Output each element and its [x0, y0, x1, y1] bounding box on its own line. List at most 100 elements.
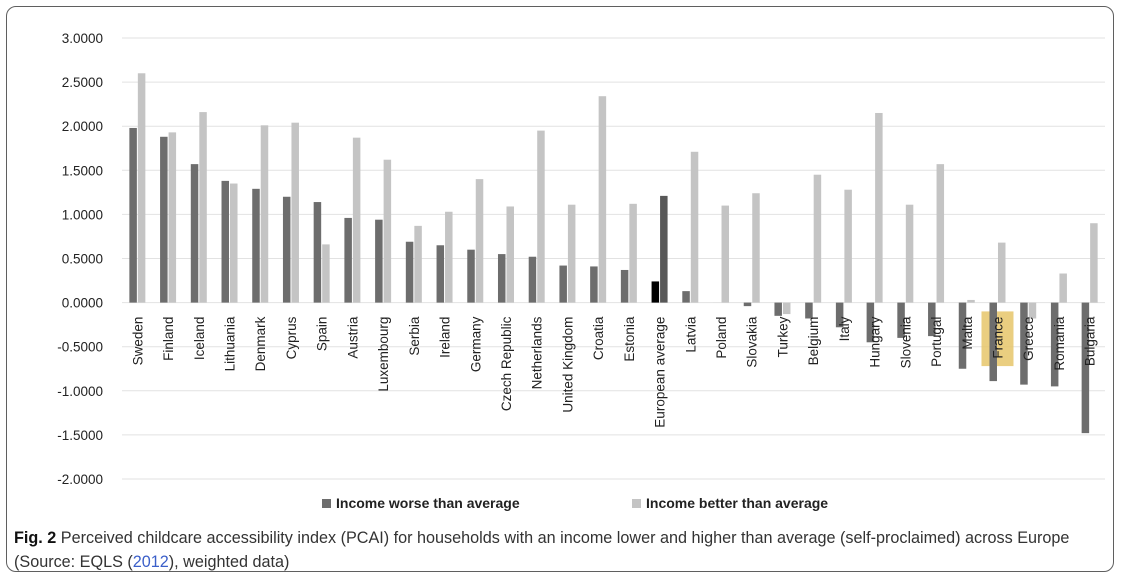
x-tick-label: Spain [315, 317, 330, 352]
x-tick-label: Ireland [438, 317, 453, 358]
bar-better [537, 130, 545, 303]
x-tick-label: Cyprus [284, 316, 299, 359]
bar-worse [805, 302, 813, 319]
y-tick-label: -1.5000 [57, 428, 103, 443]
figure-frame [6, 6, 1114, 572]
y-tick-label: 2.5000 [62, 75, 103, 90]
x-tick-label: France [990, 317, 1005, 359]
x-tick-label: Croatia [591, 316, 606, 360]
bar-better [506, 206, 514, 303]
bar-better [905, 204, 914, 303]
x-tick-label: Denmark [253, 316, 268, 371]
y-tick-label: 2.0000 [62, 119, 103, 134]
x-tick-label: Iceland [192, 317, 207, 361]
bar-better [199, 112, 207, 303]
bar-worse [160, 136, 168, 303]
bar-worse [528, 256, 537, 303]
bar-better [1028, 302, 1037, 319]
figure-caption: Fig. 2 Perceived childcare accessibility… [14, 526, 1110, 574]
x-tick-label: Slovakia [745, 316, 760, 368]
x-tick-label: Latvia [683, 316, 698, 353]
bar-worse [928, 302, 936, 337]
bar-better [414, 225, 422, 303]
x-tick-label: Hungary [868, 316, 883, 367]
x-tick-label: Greece [1021, 317, 1036, 361]
bar-worse [282, 196, 291, 303]
bar-worse [620, 269, 629, 303]
y-tick-label: 3.0000 [62, 31, 103, 46]
legend-label-worse: Income worse than average [336, 495, 520, 511]
caption-text-before: Perceived childcare accessibility index … [14, 529, 1070, 571]
bar-better [230, 183, 238, 303]
bar-better [967, 299, 975, 303]
caption-citation-link[interactable]: 2012 [132, 553, 169, 571]
bar-better [813, 174, 822, 303]
bar-worse [252, 188, 260, 303]
bar-better [1059, 273, 1067, 303]
bar-worse [590, 266, 598, 303]
caption-text-after: ), weighted data) [168, 553, 290, 571]
bar-worse [497, 254, 506, 303]
bar-worse [958, 302, 967, 369]
x-tick-label: United Kingdom [560, 317, 575, 413]
x-tick-label: Luxembourg [376, 317, 391, 392]
bar-worse [221, 180, 230, 303]
legend-label-better: Income better than average [646, 495, 828, 511]
legend-swatch-better [632, 499, 641, 508]
x-tick-label: Turkey [775, 316, 790, 357]
x-tick-label: Poland [714, 317, 729, 359]
bar-better [844, 189, 852, 303]
bar-worse [129, 127, 137, 303]
bar-better [936, 164, 945, 303]
x-tick-label: Belgium [806, 317, 821, 366]
bar-chart: 3.0000 2.5000 2.0000 1.5000 1.0000 0.5000 0.00… [57, 31, 1105, 511]
y-tick-label: -2.0000 [57, 472, 103, 487]
x-tick-label: Malta [960, 316, 975, 350]
x-tick-label: European average [653, 317, 668, 428]
x-tick-label: Czech Republic [499, 316, 514, 411]
bar-worse [866, 302, 875, 343]
bar-worse [989, 302, 997, 382]
bar-better [291, 122, 299, 303]
y-tick-label: 0.5000 [62, 252, 103, 267]
bar-worse [313, 202, 322, 303]
bar-better [721, 205, 730, 303]
x-tick-label: Bulgaria [1083, 316, 1098, 366]
bar-better [1090, 223, 1098, 303]
x-tick-label: Austria [345, 316, 360, 359]
x-tick-label: Netherlands [530, 316, 545, 389]
bar-worse [190, 164, 199, 303]
bar-better [137, 73, 146, 303]
bar-worse [436, 245, 445, 303]
bar-better [997, 242, 1006, 303]
y-tick-label: 1.0000 [62, 207, 103, 222]
bar-worse [375, 219, 383, 303]
bar-better [660, 195, 668, 303]
y-tick-label: 1.5000 [62, 163, 103, 178]
bar-better [352, 137, 361, 303]
bar-worse [651, 281, 660, 303]
bar-worse [774, 302, 782, 316]
bar-better [752, 193, 760, 303]
x-tick-label: Slovenia [898, 316, 913, 368]
legend-swatch-worse [322, 499, 331, 508]
bar-better [322, 244, 330, 303]
bar-better [629, 203, 637, 303]
y-tick-label: -1.0000 [57, 384, 103, 399]
x-tick-label: Portugal [929, 317, 944, 367]
x-tick-label: Italy [837, 316, 852, 341]
bar-worse [467, 249, 475, 303]
bar-better [567, 204, 576, 303]
bar-worse [1020, 302, 1028, 385]
bar-worse [743, 302, 752, 307]
bar-better [168, 132, 177, 303]
bar-worse [897, 302, 905, 338]
bar-better [875, 112, 883, 303]
x-tick-label: Romania [1052, 316, 1067, 371]
y-tick-label: 0.0000 [62, 296, 103, 311]
x-tick-label: Sweden [130, 317, 145, 366]
bar-better [445, 211, 453, 303]
bar-worse [344, 217, 352, 303]
x-tick-label: Finland [161, 317, 176, 361]
bar-better [383, 159, 392, 303]
